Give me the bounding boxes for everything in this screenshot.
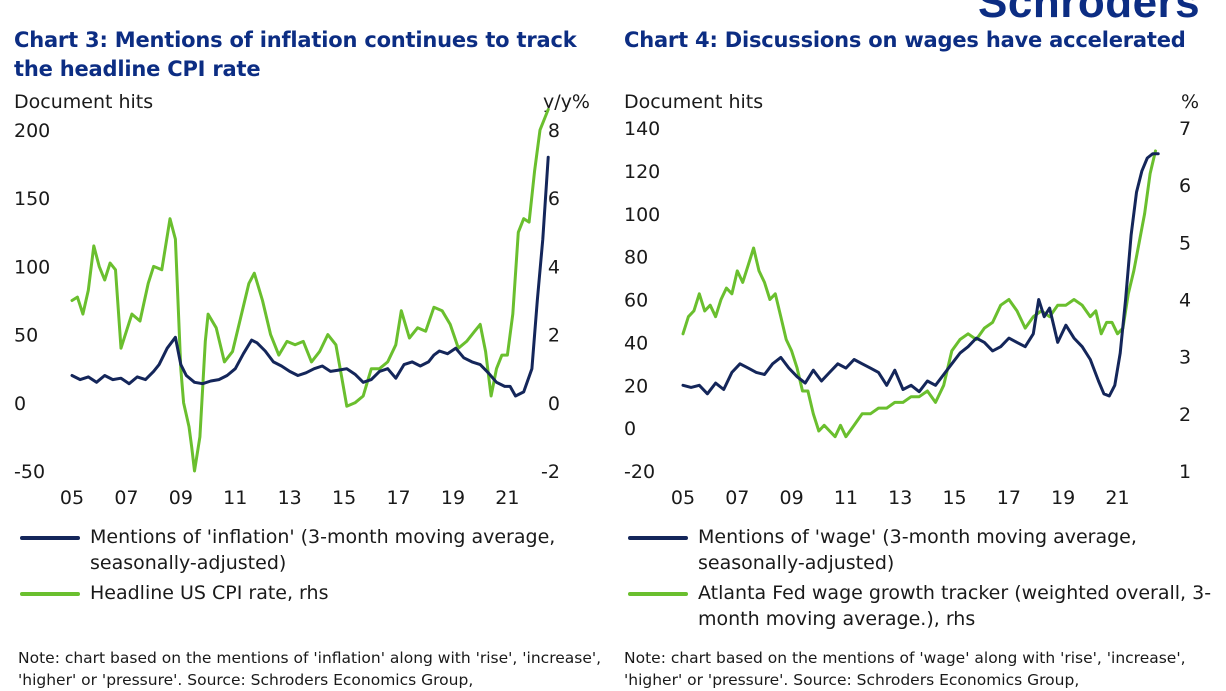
y-tick-label-right: 8	[548, 120, 560, 142]
y-tick-label-left: 40	[624, 332, 648, 354]
y-tick-label-left: -20	[624, 461, 655, 483]
schroders-logo: Schroders	[978, 0, 1201, 27]
x-tick-label: 09	[780, 487, 804, 509]
x-tick-label: 13	[888, 487, 912, 509]
y-tick-label-right: 4	[548, 256, 560, 278]
legend-item-wage-mentions: Mentions of 'wage' (3-month moving avera…	[628, 524, 1218, 576]
y-tick-label-right: 7	[1179, 118, 1191, 140]
chart3-plot: Document hits y/y%-50050100150200-2024680…	[14, 91, 590, 509]
chart4-note: Note: chart based on the mentions of 'wa…	[624, 649, 1186, 689]
x-tick-label: 05	[671, 487, 695, 509]
x-tick-label: 19	[441, 487, 465, 509]
legend-swatch-green	[628, 592, 688, 596]
x-tick-label: 17	[386, 487, 410, 509]
legend-label: Mentions of 'wage' (3-month moving avera…	[698, 526, 1137, 574]
y-tick-label-right: 0	[548, 393, 560, 415]
y-tick-label-right: -2	[541, 461, 560, 483]
y-tick-label-left: 0	[14, 393, 26, 415]
y-tick-label-right: 3	[1179, 347, 1191, 369]
chart4-legend: Mentions of 'wage' (3-month moving avera…	[628, 524, 1218, 636]
y-axis-label-left: Document hits	[624, 91, 763, 113]
y-tick-label-right: 6	[548, 188, 560, 210]
y-tick-label-left: 100	[624, 204, 660, 226]
y-tick-label-left: 150	[14, 188, 50, 210]
x-tick-label: 07	[725, 487, 749, 509]
legend-swatch-navy	[628, 536, 688, 540]
x-tick-label: 13	[278, 487, 302, 509]
x-tick-label: 17	[997, 487, 1021, 509]
x-tick-label: 21	[495, 487, 519, 509]
x-tick-label: 15	[332, 487, 356, 509]
y-tick-label-left: 100	[14, 256, 50, 278]
legend-item-cpi: Headline US CPI rate, rhs	[20, 580, 600, 606]
chart3-note: Note: chart based on the mentions of 'in…	[18, 649, 602, 689]
chart4-plot: Document hits % -20 0 20 40 60 80 100 120 140 1 2 3 4 5…	[624, 91, 1199, 509]
legend-label: Mentions of 'inflation' (3-month moving …	[90, 526, 556, 574]
x-tick-label: 11	[223, 487, 247, 509]
x-tick-label: 21	[1105, 487, 1129, 509]
y-tick-label-left: 60	[624, 290, 648, 312]
y-tick-label-right: 6	[1179, 175, 1191, 197]
y-tick-label-left: 0	[624, 418, 636, 440]
y-tick-label-left: -50	[14, 461, 45, 483]
y-tick-label-left: 80	[624, 247, 648, 269]
x-tick-label: 19	[1051, 487, 1075, 509]
y-axis-label-left: Document hits	[14, 91, 153, 113]
y-axis-label-right: y/y%	[543, 91, 590, 113]
series-line-navy	[70, 155, 550, 398]
x-tick-label: 07	[114, 487, 138, 509]
series-line-green	[681, 149, 1157, 439]
legend-item-atlanta-fed: Atlanta Fed wage growth tracker (weighte…	[628, 580, 1218, 632]
y-axis-label-right: %	[1181, 91, 1199, 113]
y-tick-label-left: 20	[624, 375, 648, 397]
chart3-title: Chart 3: Mentions of inflation continues…	[14, 28, 577, 81]
y-tick-label-right: 5	[1179, 232, 1191, 254]
y-tick-label-right: 2	[548, 325, 560, 347]
y-tick-label-left: 120	[624, 161, 660, 183]
x-tick-label: 15	[942, 487, 966, 509]
y-tick-label-right: 1	[1179, 461, 1191, 483]
y-tick-label-right: 4	[1179, 290, 1191, 312]
series-line-green	[70, 108, 550, 473]
series-line-navy	[681, 152, 1160, 398]
legend-item-inflation-mentions: Mentions of 'inflation' (3-month moving …	[20, 524, 600, 576]
x-tick-label: 09	[169, 487, 193, 509]
legend-swatch-navy	[20, 536, 80, 540]
y-tick-label-right: 2	[1179, 404, 1191, 426]
y-tick-label-left: 200	[14, 120, 50, 142]
x-tick-label: 11	[834, 487, 858, 509]
y-tick-label-left: 140	[624, 118, 660, 140]
legend-label: Atlanta Fed wage growth tracker (weighte…	[698, 582, 1212, 630]
chart4-title: Chart 4: Discussions on wages have accel…	[624, 28, 1186, 52]
legend-label: Headline US CPI rate, rhs	[90, 582, 329, 604]
chart3-legend: Mentions of 'inflation' (3-month moving …	[20, 524, 600, 610]
y-tick-label-left: 50	[14, 325, 38, 347]
legend-swatch-green	[20, 592, 80, 596]
x-tick-label: 05	[60, 487, 84, 509]
